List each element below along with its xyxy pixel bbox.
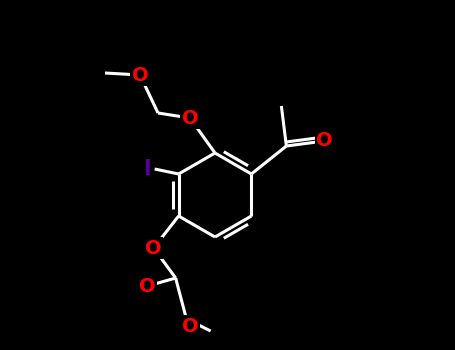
Text: O: O (316, 132, 333, 150)
Text: O: O (131, 65, 148, 84)
Text: O: O (182, 108, 198, 127)
Text: O: O (139, 276, 156, 295)
Text: O: O (182, 316, 199, 336)
Text: I: I (143, 159, 151, 179)
Text: O: O (145, 238, 162, 258)
